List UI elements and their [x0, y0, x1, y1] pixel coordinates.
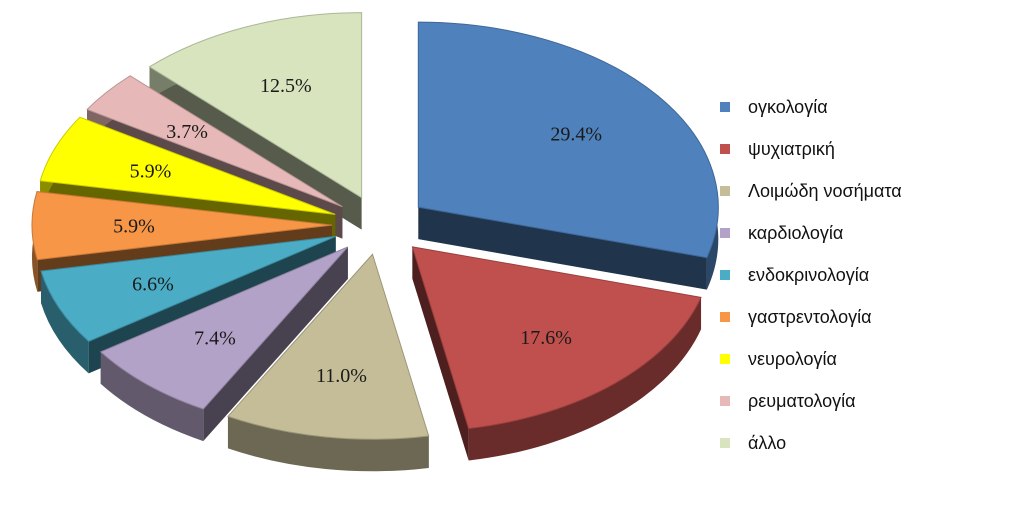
- legend-label: καρδιολογία: [748, 222, 844, 243]
- legend-swatch: [720, 396, 730, 406]
- slice-value-label: 5.9%: [113, 215, 155, 237]
- legend-label: ψυχιατρική: [748, 138, 835, 159]
- legend-item: νευρολογία: [720, 338, 1010, 380]
- slice-value-label: 17.6%: [520, 327, 572, 349]
- legend-swatch: [720, 312, 730, 322]
- slice-value-label: 12.5%: [260, 75, 312, 97]
- legend-swatch: [720, 228, 730, 238]
- legend-item: ογκολογία: [720, 86, 1010, 128]
- slice-wall-end-0: [418, 207, 707, 290]
- legend-label: νευρολογία: [748, 348, 837, 369]
- legend-item: γαστρεντολογία: [720, 296, 1010, 338]
- legend-swatch: [720, 354, 730, 364]
- slice-value-label: 29.4%: [550, 124, 602, 146]
- legend-swatch: [720, 438, 730, 448]
- slice-labels: 29.4% 17.6% 11.0% 7.4% 6.6% 5.9% 5.9% 3.7% 12.5%: [113, 75, 602, 387]
- legend-item: ρευματολογία: [720, 380, 1010, 422]
- legend-label: ενδοκρινολογία: [748, 264, 870, 285]
- legend-label: ρευματολογία: [748, 390, 856, 411]
- legend-swatch: [720, 270, 730, 280]
- pie-slice-8: [148, 12, 363, 199]
- legend: ογκολογία ψυχιατρική Λοιμώδη νοσήματα καρδι…: [720, 86, 1010, 464]
- slice-wall-start-3: [203, 246, 348, 442]
- slice-value-label: 11.0%: [316, 365, 367, 387]
- slice-value-label: 5.9%: [130, 160, 172, 182]
- legend-item: ψυχιατρική: [720, 128, 1010, 170]
- pie-slice-2: [227, 253, 430, 440]
- slice-outer-wall-3: [100, 351, 204, 442]
- legend-swatch: [720, 144, 730, 154]
- legend-label: ογκολογία: [748, 96, 828, 117]
- legend-label: άλλο: [748, 432, 787, 453]
- legend-swatch: [720, 186, 730, 196]
- slice-value-label: 3.7%: [166, 121, 208, 143]
- pie-slice-0: [417, 21, 719, 259]
- pie-slice-3: [99, 246, 349, 410]
- slice-tops: [31, 12, 719, 440]
- pie-slice-1: [411, 246, 702, 430]
- slice-value-label: 7.4%: [194, 328, 236, 350]
- slice-value-label: 6.6%: [132, 273, 174, 295]
- pie-slice-4: [40, 235, 336, 342]
- legend-label: γαστρεντολογία: [748, 306, 872, 327]
- slice-outer-wall-1: [468, 297, 702, 461]
- slice-wall-end-1: [412, 246, 469, 461]
- legend-item: καρδιολογία: [720, 212, 1010, 254]
- legend-item: Λοιμώδη νοσήματα: [720, 170, 1010, 212]
- slice-outer-wall-4: [41, 271, 89, 374]
- pie-slice-6: [39, 116, 336, 215]
- legend-item: άλλο: [720, 422, 1010, 464]
- legend-swatch: [720, 102, 730, 112]
- legend-item: ενδοκρινολογία: [720, 254, 1010, 296]
- pie-slice-7: [86, 75, 343, 208]
- pie-slice-5: [31, 191, 333, 261]
- legend-label: Λοιμώδη νοσήματα: [748, 180, 902, 201]
